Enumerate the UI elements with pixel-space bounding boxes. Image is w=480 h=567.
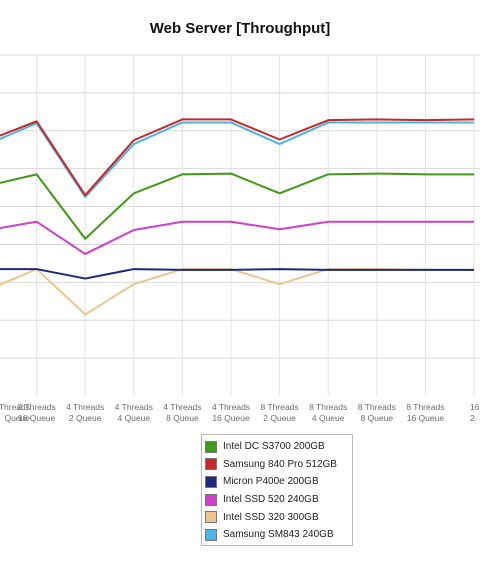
series-line [0, 118, 475, 197]
legend-label: Samsung 840 Pro 512GB [223, 458, 337, 470]
legend-swatch [205, 475, 217, 488]
series-line [0, 121, 474, 199]
x-tick-label: 8 Threads 2 Queue [261, 402, 299, 423]
x-tick-label: 4 Threads 8 Queue [163, 402, 201, 423]
legend-item: Intel DC S3700 200GB [205, 438, 352, 456]
legend-swatch [205, 458, 217, 471]
legend-label: Intel SSD 320 300GB [223, 511, 319, 523]
legend-swatch [205, 528, 217, 541]
legend-item: Micron P400e 200GB [205, 473, 352, 491]
legend: Intel DC S3700 200GB Samsung 840 Pro 512G… [201, 434, 353, 546]
legend-label: Samsung SM843 240GB [223, 529, 334, 541]
grid-lines [0, 54, 480, 396]
series-lines [0, 118, 475, 316]
legend-swatch [205, 440, 217, 453]
legend-item: Intel SSD 520 240GB [205, 491, 352, 509]
series-line [0, 220, 474, 255]
x-tick-label: 8 Threads 16 Queue [406, 402, 444, 423]
x-tick-label: 4 Threads 4 Queue [115, 402, 153, 423]
legend-swatch [205, 493, 217, 506]
x-tick-label: 8 Threads 8 Queue [358, 402, 396, 423]
x-tick-label: 4 Threads 16 Queue [212, 402, 250, 423]
x-tick-label: 4 Threads 2 Queue [66, 402, 104, 423]
legend-label: Intel DC S3700 200GB [223, 441, 325, 453]
chart-title: Web Server [Throughput] [149, 20, 331, 37]
series-line [0, 268, 474, 280]
legend-item: Samsung 840 Pro 512GB [205, 456, 352, 474]
x-tick-label: 16 2 [470, 402, 480, 423]
legend-label: Micron P400e 200GB [223, 476, 319, 488]
x-tick-label: 2 Threads 16 Queue [18, 402, 56, 423]
x-tick-label: 8 Threads 4 Queue [309, 402, 347, 423]
legend-swatch [205, 511, 217, 524]
legend-item: Intel SSD 320 300GB [205, 508, 352, 526]
legend-label: Intel SSD 520 240GB [223, 494, 319, 506]
legend-item: Samsung SM843 240GB [205, 526, 352, 544]
x-tick-label: Threads Queue [0, 402, 30, 423]
series-line [0, 172, 474, 240]
